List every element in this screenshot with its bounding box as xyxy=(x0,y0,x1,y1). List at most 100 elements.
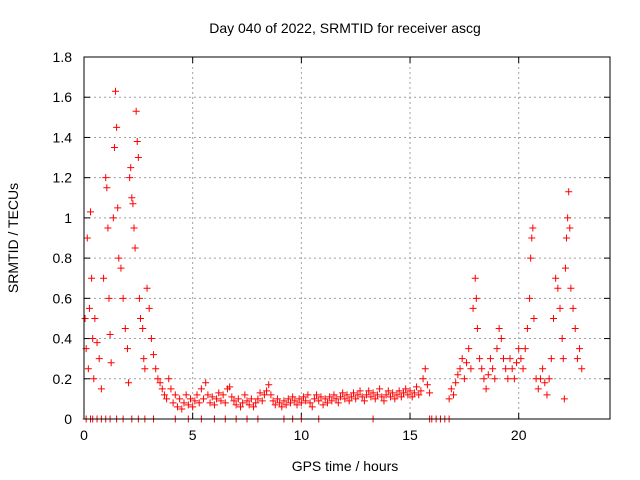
data-point xyxy=(129,200,137,208)
data-point xyxy=(497,335,505,343)
data-point xyxy=(293,401,301,409)
data-point xyxy=(180,399,188,407)
x-tick-label: 0 xyxy=(80,427,88,443)
data-point xyxy=(541,379,549,387)
data-point xyxy=(200,395,208,403)
data-point xyxy=(156,379,164,387)
x-tick-label: 10 xyxy=(294,427,310,443)
data-point xyxy=(471,274,479,282)
data-point xyxy=(352,395,360,403)
data-point xyxy=(278,403,286,411)
chart-title: Day 040 of 2022, SRMTID for receiver asc… xyxy=(209,20,481,36)
data-point xyxy=(573,355,581,363)
data-point xyxy=(376,385,384,393)
data-point xyxy=(239,399,247,407)
data-point xyxy=(539,365,547,373)
data-point xyxy=(123,345,131,353)
data-point xyxy=(384,387,392,395)
data-point xyxy=(486,355,494,363)
data-point xyxy=(371,395,379,403)
x-axis-title: GPS time / hours xyxy=(292,458,399,474)
data-point xyxy=(339,389,347,397)
data-point xyxy=(458,355,466,363)
data-point xyxy=(549,314,557,322)
data-point xyxy=(163,395,171,403)
data-point xyxy=(147,335,155,343)
data-point xyxy=(126,174,134,182)
data-point xyxy=(85,304,93,312)
data-point xyxy=(332,395,340,403)
data-point xyxy=(326,393,334,401)
data-point xyxy=(519,365,527,373)
data-point xyxy=(197,385,205,393)
data-point xyxy=(556,304,564,312)
data-point xyxy=(456,365,464,373)
data-point xyxy=(554,284,562,292)
data-point xyxy=(323,399,331,407)
data-point xyxy=(467,365,475,373)
data-point xyxy=(508,365,516,373)
data-point xyxy=(171,391,179,399)
data-point xyxy=(84,365,92,373)
data-point xyxy=(495,325,503,332)
data-point xyxy=(360,397,368,405)
data-point xyxy=(291,397,299,405)
data-point xyxy=(267,391,275,399)
data-point xyxy=(167,385,175,393)
data-point xyxy=(567,284,575,292)
data-point xyxy=(358,393,366,401)
data-point xyxy=(566,224,574,232)
data-point xyxy=(321,395,329,403)
data-point xyxy=(482,385,490,393)
data-point xyxy=(134,154,142,162)
data-point xyxy=(265,381,273,389)
data-point xyxy=(445,395,453,403)
data-point xyxy=(104,224,112,232)
data-point xyxy=(308,403,316,411)
data-point xyxy=(297,399,305,407)
data-point xyxy=(356,387,364,395)
data-point xyxy=(526,294,534,302)
y-tick-label: 1 xyxy=(64,210,72,226)
data-point xyxy=(236,403,244,411)
data-point xyxy=(90,375,98,383)
data-point xyxy=(489,365,497,373)
data-point xyxy=(472,294,480,302)
data-point xyxy=(313,391,321,399)
data-point xyxy=(107,359,115,367)
y-tick-label: 0.2 xyxy=(53,371,73,387)
data-point xyxy=(515,345,523,353)
data-point xyxy=(460,375,468,383)
data-point xyxy=(576,345,584,353)
data-point xyxy=(114,204,122,212)
data-point xyxy=(128,194,136,202)
data-point xyxy=(256,389,264,397)
data-point xyxy=(406,387,414,395)
data-point xyxy=(465,345,473,353)
data-point xyxy=(521,345,529,353)
data-point xyxy=(510,375,518,383)
data-point xyxy=(206,399,214,407)
data-point xyxy=(391,395,399,403)
data-point xyxy=(480,375,488,383)
data-point xyxy=(341,395,349,403)
data-point xyxy=(182,391,190,399)
data-point xyxy=(565,188,573,196)
data-point xyxy=(139,325,147,332)
data-point xyxy=(109,214,117,222)
data-point xyxy=(247,395,255,403)
data-point xyxy=(378,393,386,401)
data-point xyxy=(284,395,292,403)
data-point xyxy=(202,379,210,387)
data-point xyxy=(204,391,212,399)
data-point xyxy=(408,393,416,401)
data-point xyxy=(127,164,135,172)
data-point xyxy=(95,355,103,363)
y-tick-label: 0 xyxy=(64,411,72,427)
data-point xyxy=(88,274,96,282)
data-point xyxy=(393,391,401,399)
y-tick-label: 1.8 xyxy=(53,49,73,65)
data-point xyxy=(386,393,394,401)
data-point xyxy=(119,294,127,302)
data-point xyxy=(452,379,460,387)
